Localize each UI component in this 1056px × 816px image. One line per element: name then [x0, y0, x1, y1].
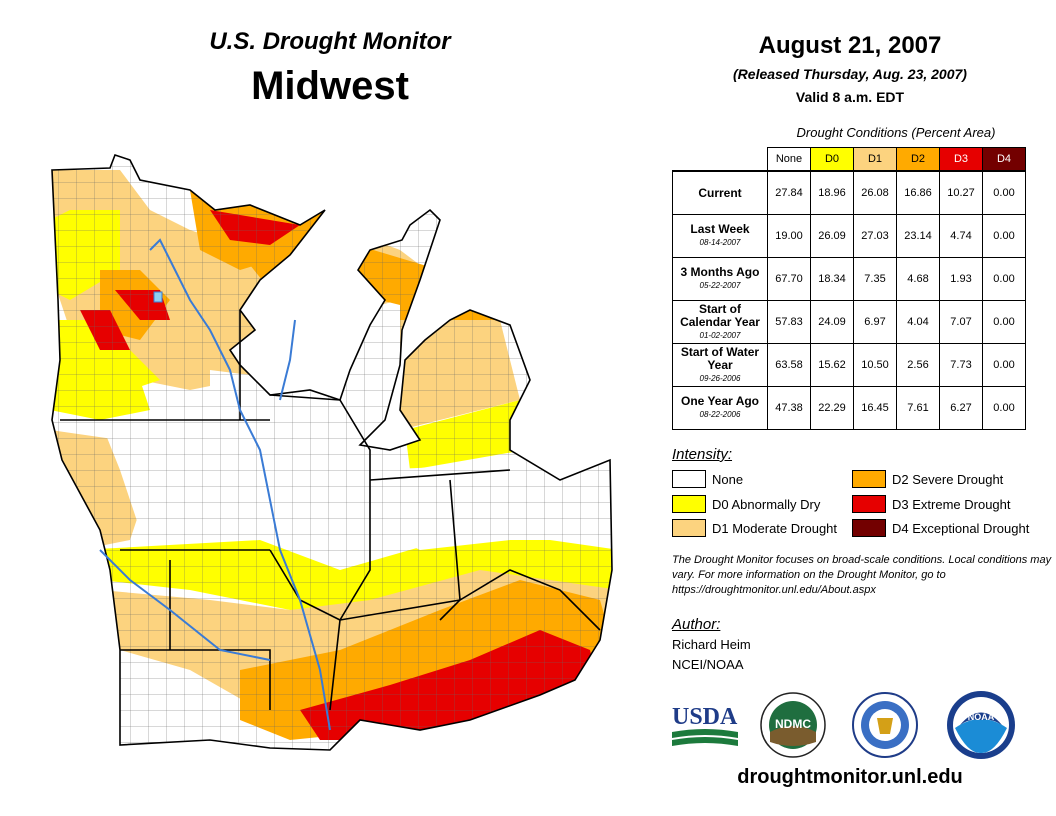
- table-cell: 2.56: [896, 343, 940, 387]
- author-org: NCEI/NOAA: [672, 657, 744, 672]
- release-date: (Released Thursday, Aug. 23, 2007): [733, 66, 967, 82]
- table-cell: 0.00: [982, 214, 1026, 258]
- table-cell: 7.61: [896, 386, 940, 430]
- drought-note: The Drought Monitor focuses on broad-sca…: [672, 554, 1052, 596]
- table-cell: 6.27: [939, 386, 983, 430]
- legend-d2: D2 Severe Drought: [852, 470, 1003, 488]
- table-cell: 7.07: [939, 300, 983, 344]
- table-cell: 0.00: [982, 257, 1026, 301]
- lake-mille-lacs: [153, 291, 163, 303]
- table-cell: 15.62: [810, 343, 854, 387]
- col-d0: D0: [810, 147, 854, 172]
- col-d2: D2: [896, 147, 940, 172]
- table-cell: 47.38: [767, 386, 811, 430]
- table-cell: 67.70: [767, 257, 811, 301]
- col-d4: D4: [982, 147, 1026, 172]
- legend-d4: D4 Exceptional Drought: [852, 519, 1029, 537]
- rivers: [99, 238, 331, 731]
- table-cell: 22.29: [810, 386, 854, 430]
- author-heading: Author:: [672, 616, 721, 633]
- row-label: Start of Calendar Year 01-02-2007: [672, 300, 768, 344]
- col-none: None: [767, 147, 811, 172]
- table-row: 3 Months Ago 05-22-2007 67.70 18.34 7.35 4.68…: [672, 257, 1026, 301]
- legend-d3: D3 Extreme Drought: [852, 495, 1011, 513]
- table-corner: [673, 148, 768, 172]
- svg-text:NDMC: NDMC: [775, 717, 811, 731]
- table-cell: 0.00: [982, 343, 1026, 387]
- legend-d0: D0 Abnormally Dry: [672, 495, 820, 513]
- svg-text:NOAA: NOAA: [968, 712, 995, 722]
- row-label: Last Week 08-14-2007: [672, 214, 768, 258]
- website-link[interactable]: droughtmonitor.unl.edu: [737, 766, 963, 788]
- drought-shading: [52, 155, 612, 750]
- table-cell: 18.96: [810, 170, 854, 215]
- table-cell: 6.97: [853, 300, 897, 344]
- author-name: Richard Heim: [672, 637, 751, 652]
- table-cell: 4.68: [896, 257, 940, 301]
- table-cell: 24.09: [810, 300, 854, 344]
- drought-stats-table: None D0 D1 D2 D3 D4 Current 27.84 18.96 26.…: [672, 147, 1026, 430]
- ndmc-logo: NDMC: [760, 692, 826, 758]
- table-cell: 63.58: [767, 343, 811, 387]
- table-cell: 4.74: [939, 214, 983, 258]
- table-cell: 16.86: [896, 170, 940, 215]
- usda-logo: USDA: [672, 704, 738, 746]
- table-cell: 0.00: [982, 386, 1026, 430]
- table-cell: 4.04: [896, 300, 940, 344]
- table-cell: 27.03: [853, 214, 897, 258]
- table-cell: 1.93: [939, 257, 983, 301]
- legend-swatch-d0: [672, 495, 706, 513]
- legend-d1: D1 Moderate Drought: [672, 519, 837, 537]
- col-d1: D1: [853, 147, 897, 172]
- doc-seal-logo: [852, 692, 918, 758]
- table-cell: 16.45: [853, 386, 897, 430]
- table-row: Start of Water Year 09-26-2006 63.58 15.62 1…: [672, 343, 1026, 387]
- table-cell: 7.73: [939, 343, 983, 387]
- noaa-logo: NOAA: [947, 691, 1015, 759]
- legend-swatch-d4: [852, 519, 886, 537]
- map-date: August 21, 2007: [758, 32, 942, 59]
- table-cell: 26.08: [853, 170, 897, 215]
- row-label: One Year Ago 08-22-2006: [672, 386, 768, 430]
- table-row: Last Week 08-14-2007 19.00 26.09 27.03 23.14 4…: [672, 214, 1026, 258]
- col-d3: D3: [939, 147, 983, 172]
- table-body: Current 27.84 18.96 26.08 16.86 10.27 0.00 Last…: [672, 170, 1026, 430]
- table-cell: 27.84: [767, 170, 811, 215]
- row-label: 3 Months Ago 05-22-2007: [672, 257, 768, 301]
- state-boundaries: [51, 153, 613, 751]
- table-row: Current 27.84 18.96 26.08 16.86 10.27 0.00: [672, 170, 1026, 215]
- table-cell: 0.00: [982, 300, 1026, 344]
- row-label: Start of Water Year 09-26-2006: [672, 343, 768, 387]
- table-caption: Drought Conditions (Percent Area): [796, 125, 996, 140]
- table-cell: 10.50: [853, 343, 897, 387]
- table-row: One Year Ago 08-22-2006 47.38 22.29 16.45 7.6…: [672, 386, 1026, 430]
- region-title: Midwest: [251, 64, 409, 108]
- legend-swatch-d3: [852, 495, 886, 513]
- drought-map: [51, 153, 613, 751]
- table-cell: 26.09: [810, 214, 854, 258]
- svg-text:USDA: USDA: [672, 704, 738, 730]
- monitor-title: U.S. Drought Monitor: [209, 28, 451, 55]
- table-cell: 57.83: [767, 300, 811, 344]
- table-cell: 18.34: [810, 257, 854, 301]
- legend-none: None: [672, 470, 743, 488]
- row-label: Current: [672, 170, 768, 215]
- legend-swatch-d1: [672, 519, 706, 537]
- table-cell: 0.00: [982, 170, 1026, 215]
- table-row: Start of Calendar Year 01-02-2007 57.83 24.…: [672, 300, 1026, 344]
- legend-heading: Intensity:: [672, 446, 733, 463]
- table-cell: 23.14: [896, 214, 940, 258]
- table-header-row: None D0 D1 D2 D3 D4: [673, 147, 1026, 172]
- table-cell: 7.35: [853, 257, 897, 301]
- legend-swatch-none: [672, 470, 706, 488]
- table-cell: 10.27: [939, 170, 983, 215]
- table-cell: 19.00: [767, 214, 811, 258]
- legend-swatch-d2: [852, 470, 886, 488]
- valid-time: Valid 8 a.m. EDT: [795, 89, 905, 105]
